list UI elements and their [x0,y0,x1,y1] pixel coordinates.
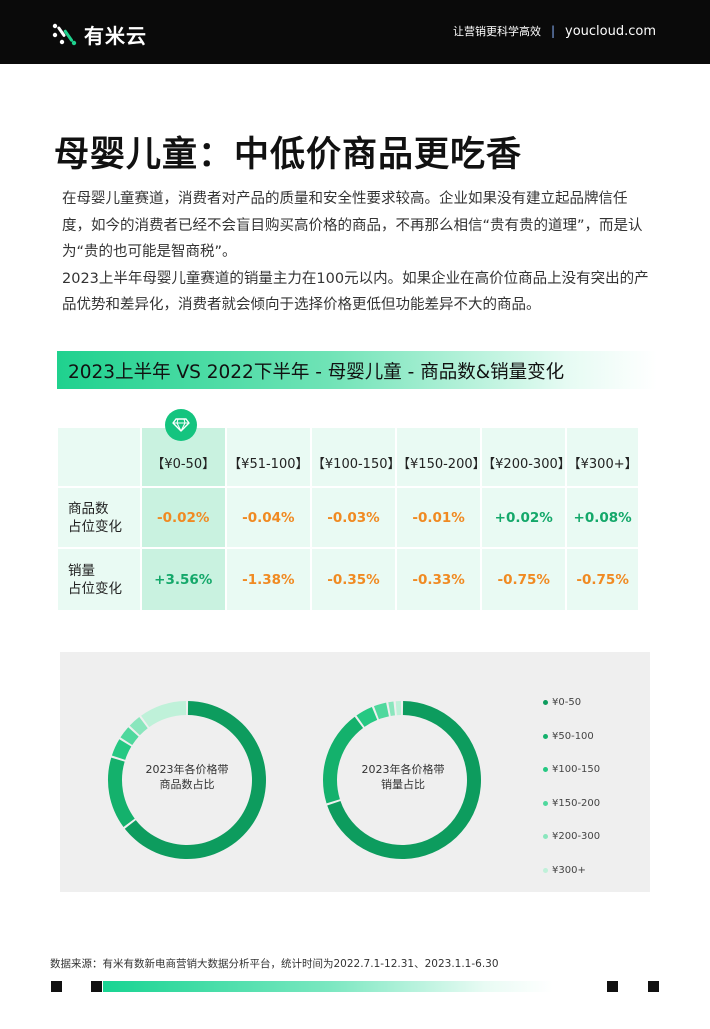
column-header: 【¥51-100】 [226,428,310,486]
price-change-table: 【¥0-50】 【¥51-100】 【¥100-150】 【¥150-200】 … [58,428,638,610]
legend-item: ¥300+ [543,854,600,888]
legend-item: ¥0-50 [543,686,600,720]
value-cell: -0.35% [311,549,396,610]
header-separator: | [550,24,555,38]
legend-item: ¥50-100 [543,720,600,754]
intro-text: 在母婴儿童赛道，消费者对产品的质量和安全性要求较高。企业如果没有建立起品牌信任度… [62,186,652,319]
legend-label: ¥300+ [552,864,586,876]
column-header: 【¥200-300】 [482,428,571,486]
value-cell: -0.04% [226,488,310,547]
brand-logo[interactable]: 有米云 [52,20,147,49]
slogan: 让营销更科学高效 [452,25,541,38]
data-source-note: 数据来源：有米有数新电商营销大数据分析平台，统计时间为2022.7.1-12.3… [50,958,499,970]
legend-label: ¥100-150 [552,764,601,776]
column-header: 【¥100-150】 [311,428,401,486]
legend-dot-icon [543,767,548,773]
footer-gradient-bar [103,981,553,992]
footer-square-left-1 [51,981,62,992]
chart-legend: ¥0-50 ¥50-100 ¥100-150 ¥150-200 ¥200-300 ¥300… [543,686,600,887]
donut-1-center-label: 2023年各价格带 商品数占比 [145,763,229,791]
table-header-row: 【¥0-50】 【¥51-100】 【¥100-150】 【¥150-200】 … [58,428,638,486]
value-cell: -0.02% [141,488,225,547]
diamond-icon [165,409,197,441]
paragraph-1: 在母婴儿童赛道，消费者对产品的质量和安全性要求较高。企业如果没有建立起品牌信任度… [62,191,643,260]
row-label: 销量 占位变化 [58,549,140,610]
value-cell: -0.75% [482,549,566,610]
value-cell: -1.38% [226,549,310,610]
corner-cell [58,428,140,486]
value-cell: -0.03% [311,488,396,547]
section-title: 2023上半年 VS 2022下半年 - 母婴儿童 - 商品数&销量变化 [68,362,565,383]
footer-square-right-2 [648,981,659,992]
column-header: 【¥150-200】 [397,428,486,486]
legend-dot-icon [543,834,548,840]
footer-square-left-2 [91,981,102,992]
table-row: 商品数 占位变化 -0.02% -0.04% -0.03% -0.01% +0.0… [58,488,638,547]
row-label: 商品数 占位变化 [58,488,140,547]
legend-dot-icon [543,800,548,806]
legend-label: ¥200-300 [552,831,601,843]
value-cell: -0.75% [567,549,638,610]
logo-text: 有米云 [84,24,147,48]
column-header: 【¥300+】 [567,428,638,486]
section-header-bar [57,351,657,389]
donut-2-center-label: 2023年各价格带 销量占比 [361,763,445,791]
legend-label: ¥50-100 [552,730,594,742]
value-cell: +0.02% [482,488,566,547]
legend-label: ¥150-200 [552,797,601,809]
footer-square-right-1 [607,981,618,992]
value-cell: -0.01% [397,488,481,547]
legend-item: ¥200-300 [543,820,600,854]
site-url-link[interactable]: youcloud.com [565,23,656,39]
value-cell: -0.33% [397,549,481,610]
legend-dot-icon [543,867,548,873]
value-cell: +0.08% [567,488,638,547]
paragraph-2: 2023上半年母婴儿童赛道的销量主力在100元以内。如果企业在高价位商品上没有突… [62,270,649,314]
page-title: 母婴儿童：中低价商品更吃香 [54,135,523,175]
top-header-bar: 有米云 让营销更科学高效 | youcloud.com [0,0,710,64]
legend-item: ¥150-200 [543,787,600,821]
header-right: 让营销更科学高效 | youcloud.com [453,23,656,39]
logo-icon [52,23,77,45]
table-row: 销量 占位变化 +3.56% -1.38% -0.35% -0.33% -0.75… [58,549,638,610]
value-cell: +3.56% [141,549,225,610]
legend-item: ¥100-150 [543,753,600,787]
legend-dot-icon [543,733,548,739]
legend-label: ¥0-50 [552,697,582,709]
legend-dot-icon [543,700,548,706]
